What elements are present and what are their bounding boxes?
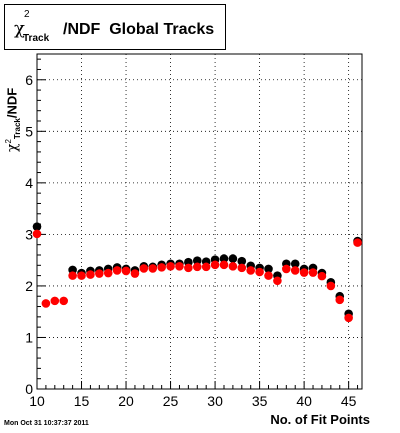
y-tick-label: 2 (25, 278, 33, 294)
red-series-point (95, 269, 104, 278)
title-superscript: 2 (24, 9, 30, 20)
chart-title-box: χ 2 Track /NDF Global Tracks (4, 4, 226, 50)
title-text: /NDF Global Tracks (63, 21, 215, 38)
red-series-point (290, 266, 300, 275)
y-tick-label: 1 (25, 329, 33, 345)
x-axis-label: No. of Fit Points (270, 412, 370, 427)
title-chi-symbol: χ (14, 18, 25, 39)
red-series-point (59, 296, 69, 306)
red-series-point (139, 264, 149, 273)
red-series-point (175, 262, 184, 271)
x-tick-label: 35 (252, 393, 268, 409)
black-series-point (264, 264, 273, 274)
red-series-point (41, 299, 51, 308)
y-tick-label: 4 (25, 175, 33, 191)
black-series-point (237, 256, 247, 266)
red-series-point (103, 268, 113, 278)
y-tick-label: 5 (25, 123, 33, 139)
red-series-point (273, 276, 282, 286)
black-series-point (32, 222, 42, 231)
black-series-point (228, 254, 238, 263)
red-series-point (282, 264, 291, 274)
red-series-point (112, 266, 122, 275)
x-tick-label: 45 (341, 393, 357, 409)
y-tick-label: 3 (25, 226, 33, 242)
red-series-point (201, 262, 211, 272)
red-series-point (335, 295, 345, 305)
red-series-point (210, 260, 220, 270)
y-axis-label: χ2Track/NDF (4, 87, 22, 152)
red-series-point (68, 271, 77, 280)
red-series-point (130, 269, 140, 278)
x-tick-label: 25 (163, 393, 179, 409)
red-series-point (121, 266, 131, 276)
x-tick-label: 10 (29, 393, 45, 409)
red-series-point (255, 267, 264, 277)
grid-lines (36, 54, 362, 390)
black-series-point (290, 259, 300, 269)
red-series-point (166, 262, 175, 271)
red-series-point (32, 229, 42, 239)
red-series-point (246, 266, 255, 275)
red-series-point (264, 271, 273, 280)
x-tick-label: 20 (118, 393, 134, 409)
plot-frame (36, 53, 363, 390)
red-series-point (192, 262, 202, 272)
red-series-point (50, 296, 60, 306)
x-tick-label: 30 (207, 393, 223, 409)
red-series-point (237, 263, 247, 273)
timestamp-footer: Mon Oct 31 10:37:37 2011 (4, 420, 89, 427)
black-series-point (192, 256, 202, 265)
red-series-point (353, 238, 362, 247)
red-series-point (86, 270, 95, 279)
red-series-point (299, 268, 309, 277)
red-series-point (219, 260, 229, 270)
x-tick-label: 15 (74, 393, 90, 409)
black-series-point (219, 254, 229, 263)
red-series-point (148, 264, 158, 273)
y-tick-label: 0 (25, 381, 33, 397)
red-series-point (308, 268, 318, 277)
red-series-point (77, 271, 86, 280)
red-series-point (326, 281, 336, 291)
red-series-point (317, 271, 327, 281)
red-series-point (184, 263, 193, 273)
red-series-point (228, 262, 238, 271)
y-axis-label-ndf: /NDF (4, 87, 20, 119)
data-points (32, 222, 362, 323)
red-series-point (344, 313, 353, 323)
axis-ticks (36, 58, 359, 390)
y-tick-label: 6 (25, 72, 33, 88)
title-subscript: Track (23, 33, 50, 44)
red-series-point (157, 263, 166, 272)
x-tick-label: 40 (296, 393, 312, 409)
